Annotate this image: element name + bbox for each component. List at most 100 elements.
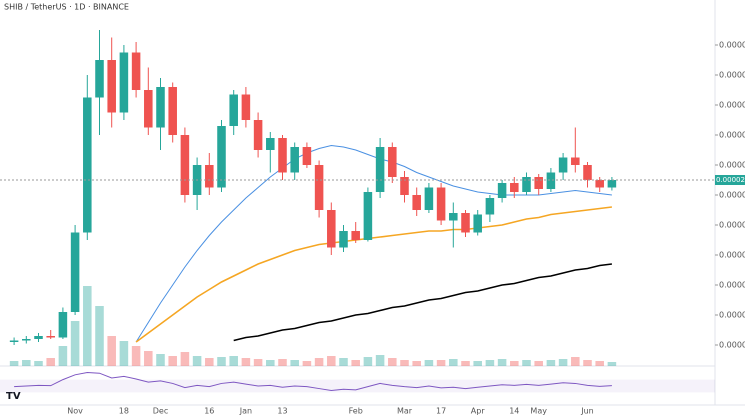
x-tick-label: 13 (277, 407, 287, 416)
candle-body (217, 126, 226, 188)
volume-bar (571, 357, 580, 366)
volume-bar (107, 336, 116, 366)
candle-body (424, 187, 434, 210)
volume-bar (95, 306, 104, 366)
volume-bar (70, 321, 80, 366)
candle-body (278, 138, 287, 173)
candle-body (107, 60, 116, 113)
candle-body (95, 60, 104, 98)
volume-bar (375, 355, 385, 366)
candle-body (58, 312, 68, 338)
candle-body (131, 52, 141, 90)
x-tick-label: Feb (349, 407, 363, 416)
candle-body (302, 147, 312, 165)
volume-bar (583, 360, 592, 366)
candle-body (34, 336, 43, 339)
candle-body (144, 90, 153, 128)
candle-body (46, 336, 55, 338)
volume-bar (131, 346, 141, 366)
volume-bar (58, 346, 68, 366)
volume-bar (436, 360, 446, 366)
x-tick-label: May (530, 407, 547, 416)
candle-body (339, 231, 348, 248)
volume-bar (46, 358, 55, 366)
volume-bar (302, 361, 312, 366)
last-price-label: 0.00002100 (716, 176, 745, 184)
volume-bar (83, 286, 92, 366)
logo: TV (6, 391, 21, 402)
y-tick-label: 0.00001800 (719, 221, 745, 230)
volume-bar (449, 359, 458, 366)
candle-body (534, 177, 543, 189)
volume-bar (156, 354, 165, 366)
volume-bar (266, 360, 275, 366)
candle-body (485, 198, 495, 215)
volume-bar (388, 358, 397, 366)
volume-bar (534, 361, 543, 366)
x-tick-label: 16 (204, 407, 214, 416)
volume-bar (473, 361, 482, 366)
candle-body (449, 213, 458, 221)
candle-body (119, 52, 129, 113)
y-tick-label: 0.00001400 (719, 281, 745, 290)
candle-body (205, 165, 214, 188)
candle-body (22, 339, 31, 341)
volume-bar (314, 358, 324, 366)
candle-body (400, 177, 409, 195)
candle-body (412, 195, 421, 210)
x-tick-label: 14 (509, 407, 519, 416)
x-tick-label: Mar (397, 407, 413, 416)
y-tick-label: 0.00001200 (719, 311, 745, 320)
candle-body (510, 183, 519, 192)
volume-bar (34, 361, 43, 366)
volume-bar (253, 359, 263, 366)
x-tick-label: Jun (580, 407, 594, 416)
volume-bar (424, 360, 434, 366)
candle-body (473, 214, 482, 233)
volume-bar (339, 358, 348, 366)
candle-body (156, 87, 165, 128)
candle-body (241, 94, 251, 120)
candle-body (314, 165, 324, 210)
y-tick-label: 0.00003000 (719, 41, 745, 50)
volume-bar (595, 361, 604, 366)
candle-body (83, 97, 92, 233)
volume-bar (510, 361, 519, 366)
y-tick-label: 0.00001000 (719, 341, 745, 350)
candle-body (571, 157, 580, 165)
volume-bar (22, 360, 31, 366)
candle-body (558, 157, 568, 173)
candle-body (229, 94, 238, 126)
candle-body (522, 177, 531, 192)
candle-body (461, 213, 470, 233)
volume-bar (485, 360, 495, 366)
moving-average (233, 263, 612, 342)
volume-bar (461, 361, 470, 366)
candle-body (497, 183, 507, 198)
volume-bar (497, 359, 507, 366)
y-tick-label: 0.00002600 (719, 101, 745, 110)
last-price-tag (715, 175, 745, 185)
volume-bar (278, 359, 287, 366)
volume-bar (229, 356, 238, 366)
volume-bar (351, 360, 360, 366)
candle-body (388, 147, 397, 177)
candle-body (180, 135, 190, 195)
moving-average (135, 144, 612, 343)
y-tick-label: 0.00002400 (719, 131, 745, 140)
volume-bar (412, 361, 421, 366)
volume-bar (119, 341, 129, 366)
candle-body (70, 232, 80, 312)
y-tick-label: 0.00001600 (719, 251, 745, 260)
volume-bar (192, 356, 202, 366)
candle-body (253, 120, 263, 150)
volume-bar (180, 352, 190, 366)
volume-bar (205, 358, 214, 366)
volume-bar (363, 357, 373, 366)
candle-body (9, 340, 19, 342)
candle-body (327, 210, 336, 248)
candle-body (351, 231, 360, 240)
candle-body (363, 192, 373, 240)
candle-body (595, 180, 604, 188)
